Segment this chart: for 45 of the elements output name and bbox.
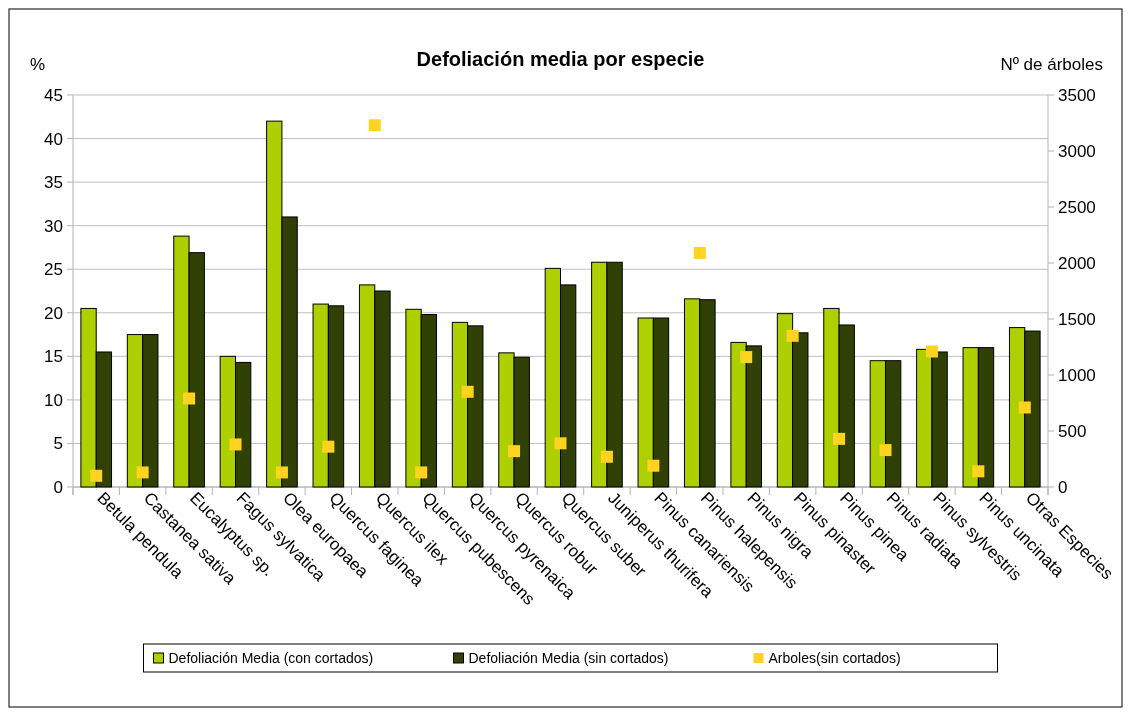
legend-label: Defoliación Media (sin cortados) [468, 649, 669, 666]
point [600, 450, 613, 463]
y2-tick-label: 0 [1058, 477, 1068, 497]
point [693, 246, 706, 259]
y-tick-label: 0 [53, 477, 63, 497]
point [508, 445, 521, 458]
point [368, 119, 381, 132]
point [415, 466, 428, 479]
y-tick-label: 35 [44, 173, 63, 193]
y2-tick-label: 3500 [1058, 85, 1096, 105]
point [879, 444, 892, 457]
point [554, 437, 567, 450]
point [1018, 401, 1031, 414]
chart-title: Defoliación media por especie [416, 48, 705, 70]
y-tick-label: 40 [44, 129, 63, 149]
point [461, 385, 474, 398]
point [972, 465, 985, 478]
y-axis-title: % [30, 55, 46, 74]
point [136, 466, 149, 479]
point [322, 440, 335, 453]
y-tick-label: 25 [44, 260, 63, 280]
y2-tick-label: 2500 [1058, 197, 1096, 217]
y2-tick-label: 2000 [1058, 253, 1096, 273]
y2-tick-label: 500 [1058, 421, 1087, 441]
y-tick-label: 45 [44, 85, 63, 105]
point [90, 469, 103, 482]
y-tick-label: 5 [53, 434, 63, 454]
point [786, 329, 799, 342]
y2-tick-label: 1000 [1058, 365, 1096, 385]
y-tick-label: 10 [44, 390, 63, 410]
point [925, 345, 938, 358]
point [183, 392, 196, 405]
point [275, 466, 288, 479]
y2-tick-label: 3000 [1058, 141, 1096, 161]
point [229, 438, 242, 451]
point [740, 351, 753, 364]
y2-axis-title: Nº de árboles [1000, 55, 1103, 74]
point [647, 459, 660, 472]
point [833, 432, 846, 445]
legend-label: Defoliación Media (con cortados) [168, 649, 374, 666]
y-tick-label: 20 [44, 303, 63, 323]
y-tick-label: 30 [44, 216, 63, 236]
legend-label: Arboles(sin cortados) [768, 649, 901, 666]
y-tick-label: 15 [44, 347, 63, 367]
y2-tick-label: 1500 [1058, 309, 1096, 329]
